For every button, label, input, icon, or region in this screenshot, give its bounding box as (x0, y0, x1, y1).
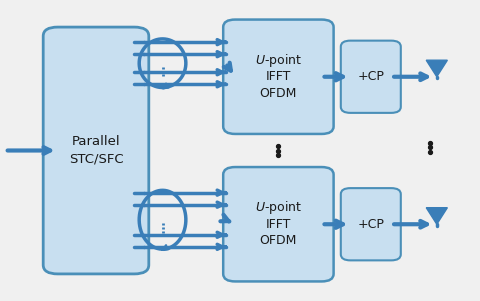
Polygon shape (426, 60, 447, 77)
Text: IFFT: IFFT (266, 70, 291, 83)
FancyBboxPatch shape (223, 20, 334, 134)
Text: IFFT: IFFT (266, 218, 291, 231)
Text: +CP: +CP (358, 70, 384, 83)
FancyBboxPatch shape (43, 27, 149, 274)
Text: Parallel
STC/SFC: Parallel STC/SFC (69, 135, 123, 166)
Text: $\it{U}$-point: $\it{U}$-point (255, 199, 302, 216)
Polygon shape (426, 208, 447, 224)
FancyBboxPatch shape (223, 167, 334, 281)
Text: OFDM: OFDM (260, 87, 297, 100)
FancyBboxPatch shape (341, 188, 401, 260)
FancyBboxPatch shape (341, 41, 401, 113)
Text: OFDM: OFDM (260, 234, 297, 247)
Text: $\it{U}$-point: $\it{U}$-point (255, 52, 302, 69)
Text: +CP: +CP (358, 218, 384, 231)
